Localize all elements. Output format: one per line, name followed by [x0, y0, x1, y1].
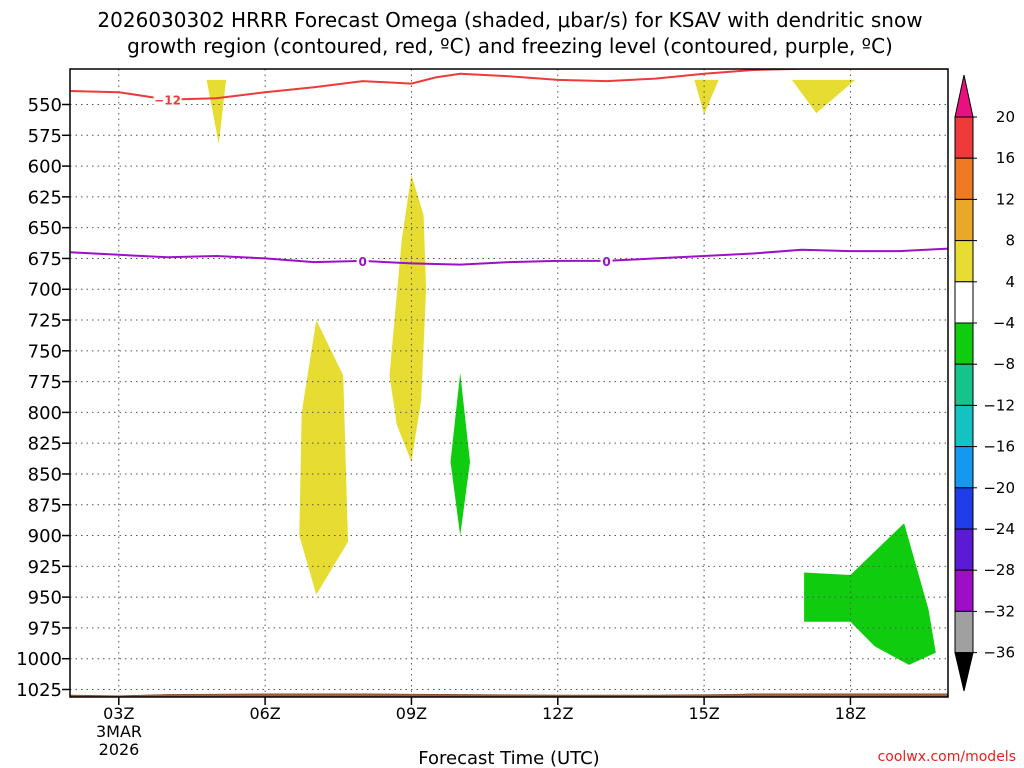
grid-lines	[70, 69, 948, 697]
colorbar-label: 4	[1005, 273, 1015, 291]
dendritic-snow-contour-line	[70, 69, 948, 101]
positive-omega-1-region	[206, 79, 227, 144]
colorbar-label: −24	[983, 520, 1015, 538]
positive-omega-2-region	[694, 79, 719, 115]
y-tick-label: 775	[28, 372, 62, 393]
y-tick-label: 600	[28, 157, 62, 178]
y-tick-label: 650	[28, 218, 62, 239]
y-tick-label: 875	[28, 495, 62, 516]
y-tick-label: 1025	[16, 680, 62, 701]
x-axis-label: Forecast Time (UTC)	[418, 748, 599, 768]
colorbar-label: −8	[993, 355, 1015, 373]
freezing-level-contour-label-bg	[600, 253, 613, 268]
chart-title-line2: growth region (contoured, red, ºC) and f…	[127, 34, 893, 58]
freezing-level-contour-label: 0	[602, 255, 610, 269]
y-tick-label: 550	[28, 95, 62, 116]
positive-omega-3-region	[791, 79, 856, 114]
y-tick-label: 575	[28, 126, 62, 147]
colorbar-label: 20	[996, 108, 1015, 126]
x-tick-label: 03Z	[103, 704, 134, 723]
y-tick-label: 950	[28, 588, 62, 609]
colorbar-segment	[954, 610, 974, 654]
x-tick-label: 18Z	[835, 704, 866, 723]
colorbar-segment	[954, 240, 974, 283]
date-label-month: 3MAR	[96, 722, 142, 741]
colorbar-segment	[954, 569, 974, 612]
colorbar-segment	[954, 116, 974, 159]
negative-omega-1-region	[450, 373, 470, 536]
colorbar-label: −12	[983, 396, 1015, 414]
y-axis: 550 575 600 625 650 675 700 725 750 775 800 825 850 8…	[16, 95, 70, 701]
colorbar-label: 8	[1005, 232, 1015, 250]
positive-omega-5-region	[299, 320, 348, 595]
colorbar-label: 12	[996, 190, 1015, 208]
x-tick-label: 15Z	[688, 704, 719, 723]
y-tick-label: 675	[28, 249, 62, 270]
terrain-layer	[70, 693, 948, 697]
date-label-year: 2026	[99, 740, 140, 759]
dendritic-snow-contour-label: −12	[154, 94, 181, 108]
y-tick-label: 800	[28, 403, 62, 424]
colorbar-label: −28	[983, 561, 1015, 579]
chart-title-line1: 2026030302 HRRR Forecast Omega (shaded, …	[97, 8, 922, 32]
positive-omega-4-region	[389, 174, 427, 462]
contour-layer: −12 0 0	[70, 69, 948, 269]
negative-omega-2-region	[804, 523, 936, 665]
colorbar-label: −36	[983, 644, 1015, 662]
colorbar-label: 16	[996, 149, 1015, 167]
freezing-level-contour-label-bg	[356, 253, 369, 268]
x-tick-label: 12Z	[542, 704, 573, 723]
colorbar-label: −4	[993, 314, 1015, 332]
x-tick-label: 06Z	[249, 704, 280, 723]
y-tick-label: 975	[28, 618, 62, 639]
colorbar-segment	[954, 363, 974, 406]
y-tick-label: 1000	[16, 649, 62, 670]
y-tick-label: 750	[28, 341, 62, 362]
omega-shading-layer	[206, 79, 936, 665]
colorbar-label: −20	[983, 479, 1015, 497]
colorbar-segment	[954, 404, 974, 448]
colorbar: 20 16 12 8 4 −4 −8 −12 −16 −20 −24 −28 −32 −36	[954, 74, 1015, 692]
colorbar-segment	[954, 322, 974, 365]
colorbar-top-arrow	[954, 74, 974, 118]
y-tick-label: 625	[28, 187, 62, 208]
credit-text: coolwx.com/models	[878, 749, 1016, 765]
plot-frame	[69, 68, 949, 698]
y-tick-label: 700	[28, 280, 62, 301]
colorbar-segment	[954, 281, 974, 324]
freezing-level-contour-label: 0	[358, 255, 366, 269]
x-tick-label: 09Z	[396, 704, 427, 723]
dendritic-snow-contour-label-bg	[153, 92, 182, 107]
y-tick-label: 725	[28, 311, 62, 332]
y-tick-label: 900	[28, 526, 62, 547]
colorbar-segment	[954, 157, 974, 200]
colorbar-segment	[954, 198, 974, 242]
y-tick-label: 925	[28, 557, 62, 578]
colorbar-bottom-arrow	[954, 652, 974, 692]
plot-area-background	[70, 69, 948, 697]
y-tick-label: 825	[28, 434, 62, 455]
colorbar-segment	[954, 487, 974, 530]
colorbar-label: −16	[983, 438, 1015, 456]
colorbar-segment	[954, 528, 974, 571]
y-tick-label: 850	[28, 464, 62, 485]
x-axis: 03Z 06Z 09Z 12Z 15Z 18Z	[103, 697, 866, 723]
colorbar-segment	[954, 446, 974, 489]
freezing-level-contour-line	[70, 247, 948, 266]
terrain-surface	[70, 693, 948, 697]
colorbar-label: −32	[983, 602, 1015, 620]
